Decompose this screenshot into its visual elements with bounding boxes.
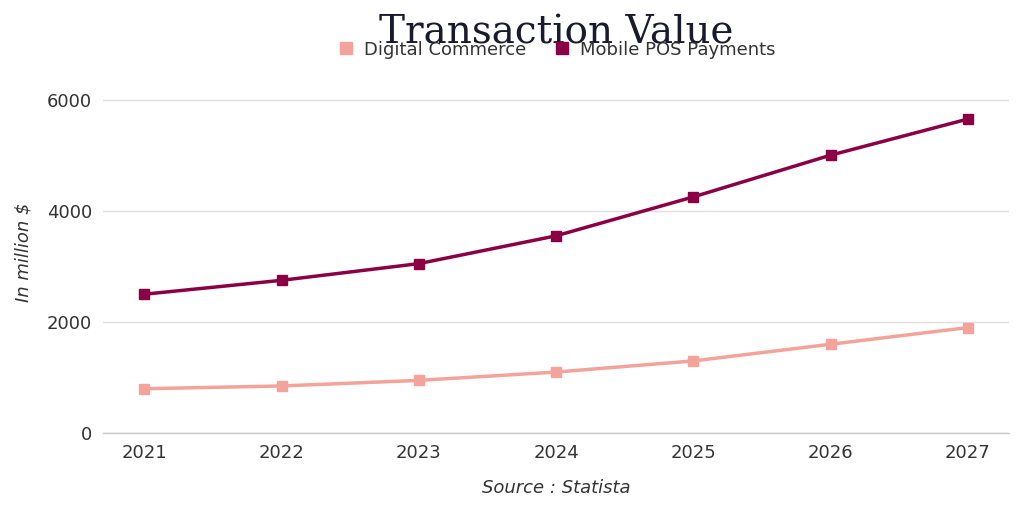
Y-axis label: In million $: In million $: [15, 203, 33, 302]
Mobile POS Payments: [275, 277, 288, 283]
Mobile POS Payments: [687, 194, 699, 200]
Legend: Digital Commerce, Mobile POS Payments: Digital Commerce, Mobile POS Payments: [330, 34, 782, 66]
Line: Digital Commerce: Digital Commerce: [139, 323, 973, 394]
Line: Mobile POS Payments: Mobile POS Payments: [139, 114, 973, 299]
Mobile POS Payments: [824, 152, 837, 158]
Mobile POS Payments: [413, 261, 425, 267]
Digital Commerce: [962, 325, 974, 331]
Digital Commerce: [138, 386, 151, 392]
Digital Commerce: [824, 341, 837, 347]
Digital Commerce: [275, 383, 288, 389]
Digital Commerce: [687, 358, 699, 364]
Mobile POS Payments: [138, 291, 151, 297]
Digital Commerce: [550, 369, 562, 375]
Title: Transaction Value: Transaction Value: [379, 15, 733, 52]
Mobile POS Payments: [962, 116, 974, 122]
Digital Commerce: [413, 377, 425, 383]
Mobile POS Payments: [550, 233, 562, 239]
X-axis label: Source : Statista: Source : Statista: [482, 479, 631, 497]
